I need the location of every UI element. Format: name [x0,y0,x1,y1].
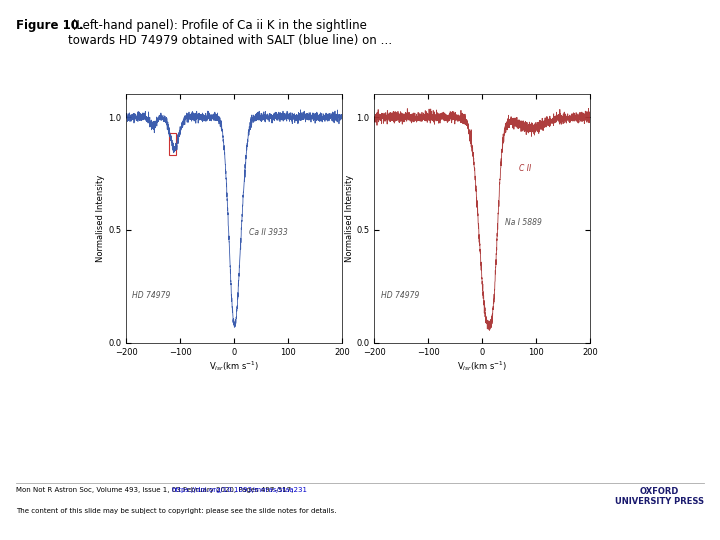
Text: C II: C II [519,164,531,173]
Text: OXFORD
UNIVERSITY PRESS: OXFORD UNIVERSITY PRESS [615,487,704,507]
Text: Na I 5889: Na I 5889 [505,219,542,227]
Y-axis label: Normalised Intensity: Normalised Intensity [345,175,354,262]
Text: Mon Not R Astron Soc, Volume 493, Issue 1, 03 February 2020, Pages 497–517,: Mon Not R Astron Soc, Volume 493, Issue … [16,487,295,493]
Text: Figure 10.: Figure 10. [16,19,84,32]
X-axis label: V$_{lsr}$(km s$^{-1}$): V$_{lsr}$(km s$^{-1}$) [209,360,259,374]
Bar [169,133,176,156]
Text: (Left-hand panel): Profile of Ca ii K in the sightline
towards HD 74979 obtained: (Left-hand panel): Profile of Ca ii K in… [68,19,392,47]
Text: HD 74979: HD 74979 [381,291,419,300]
Text: Ca II 3933: Ca II 3933 [249,227,288,237]
Text: HD 74979: HD 74979 [132,291,171,300]
Text: The content of this slide may be subject to copyright: please see the slide note: The content of this slide may be subject… [16,508,336,514]
Y-axis label: Normalised Intensity: Normalised Intensity [96,175,105,262]
X-axis label: V$_{lsr}$(km s$^{-1}$): V$_{lsr}$(km s$^{-1}$) [457,360,508,374]
Text: https://doi.org/10.1093/mnras/staa231: https://doi.org/10.1093/mnras/staa231 [172,487,307,493]
